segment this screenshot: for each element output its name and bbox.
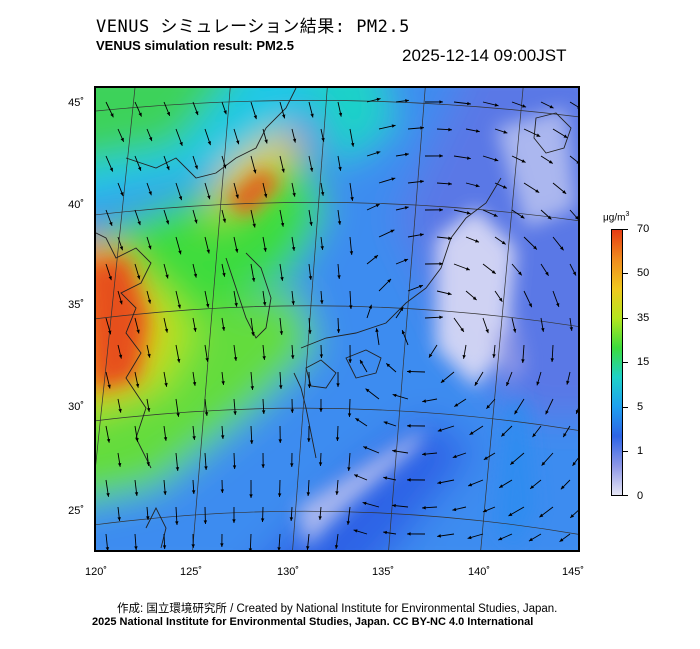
colorbar-label-1: 1 <box>637 445 643 457</box>
lon-label-125: 125˚ <box>171 566 211 578</box>
lon-label-120: 120˚ <box>76 566 116 578</box>
colorbar-tick <box>623 273 628 274</box>
colorbar-label-15: 15 <box>637 356 649 368</box>
lon-label-140: 140˚ <box>459 566 499 578</box>
colorbar-label-0: 0 <box>637 490 643 502</box>
lat-label-35: 35˚ <box>44 299 84 311</box>
colorbar-tick <box>623 229 628 230</box>
lat-label-45: 45˚ <box>44 97 84 109</box>
lon-label-130: 130˚ <box>268 566 308 578</box>
colorbar <box>611 229 623 496</box>
lat-label-30: 30˚ <box>44 401 84 413</box>
colorbar-tick <box>623 451 628 452</box>
colorbar-tick <box>623 362 628 363</box>
colorbar-label-35: 35 <box>637 312 649 324</box>
pm25-map <box>94 86 580 552</box>
colorbar-label-50: 50 <box>637 267 649 279</box>
colorbar-tick <box>623 318 628 319</box>
colorbar-unit: μg/m3 <box>603 211 629 223</box>
lat-label-40: 40˚ <box>44 199 84 211</box>
title-english: VENUS simulation result: PM2.5 <box>96 38 294 53</box>
lat-label-25: 25˚ <box>44 505 84 517</box>
colorbar-tick <box>623 407 628 408</box>
lon-label-145: 145˚ <box>553 566 593 578</box>
credit-japanese: 作成: 国立環境研究所 / Created by National Instit… <box>117 600 557 616</box>
title-japanese: VENUS シミュレーション結果: PM2.5 <box>96 12 410 37</box>
lon-label-135: 135˚ <box>363 566 403 578</box>
colorbar-label-5: 5 <box>637 401 643 413</box>
colorbar-label-70: 70 <box>637 223 649 235</box>
credit-english: 2025 National Institute for Environmenta… <box>92 616 533 628</box>
forecast-timestamp: 2025-12-14 09:00JST <box>402 46 566 66</box>
colorbar-tick <box>623 495 628 496</box>
